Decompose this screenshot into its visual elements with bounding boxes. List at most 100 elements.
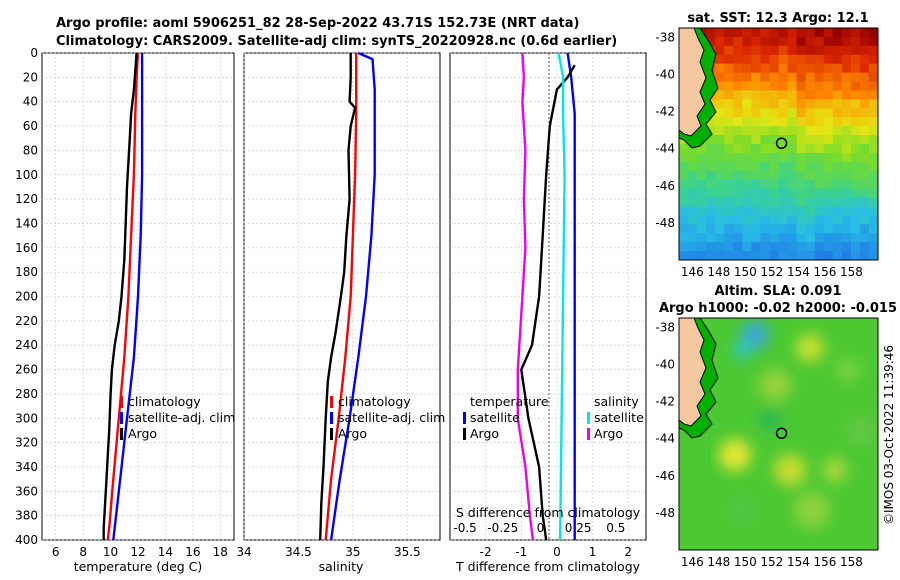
sst-cell (805, 135, 816, 145)
sst-cell (697, 215, 707, 225)
sst-cell (697, 251, 707, 260)
sst-cell (796, 144, 807, 154)
sst-cell (769, 126, 780, 136)
sst-cell (823, 126, 834, 136)
sst-cell (814, 99, 825, 109)
sst-cell (742, 170, 752, 181)
sst-cell (769, 81, 780, 92)
sst-cell (769, 251, 780, 260)
sst-cell (688, 188, 698, 199)
temperature-series-argo (102, 52, 138, 540)
sst-cell (742, 144, 752, 154)
s-tick-label: 0.5 (606, 521, 625, 535)
sst-cell (787, 233, 798, 243)
sst-cell (805, 242, 816, 252)
sst-cell (751, 215, 762, 225)
sst-cell (760, 144, 771, 154)
sst-cell (733, 63, 743, 74)
latitude-tick-label: -38 (655, 30, 675, 44)
sst-cell (796, 206, 807, 216)
sst-cell (697, 233, 707, 243)
sst-cell (859, 45, 870, 56)
sst-cell (868, 63, 878, 74)
sst-cell (760, 81, 771, 92)
sst-cell (751, 28, 762, 38)
x-tick-label: 12 (130, 545, 145, 559)
sst-cell (760, 170, 771, 181)
sst-cell (778, 161, 789, 172)
sst-cell (742, 206, 752, 216)
sst-cell (796, 233, 807, 243)
sst-cell (805, 170, 816, 181)
sst-cell (688, 206, 698, 216)
sst-cell (706, 36, 716, 47)
temperature-series-satellite-adj (112, 53, 144, 541)
sst-cell (796, 179, 807, 190)
sst-cell (859, 117, 870, 127)
sst-cell (742, 45, 752, 56)
legend-satellite-label: satellite-adj. clim (338, 410, 445, 425)
sst-cell (751, 206, 762, 216)
sst-cell (778, 242, 789, 252)
sst-cell (787, 63, 798, 74)
sst-cell (742, 152, 752, 163)
sst-cell (796, 72, 807, 83)
x-tick-label: 35 (345, 545, 360, 559)
sst-cell (778, 144, 789, 154)
sst-cell (805, 63, 816, 74)
sst-cell (796, 45, 807, 56)
sst-cell (778, 28, 789, 38)
sst-cell (733, 144, 743, 154)
sst-cell (697, 242, 707, 252)
sst-cell (859, 144, 870, 154)
legend-s-satellite-swatch (587, 412, 590, 424)
latitude-tick-label: -38 (655, 320, 675, 334)
sst-cell (796, 161, 807, 172)
sst-cell (850, 117, 861, 127)
sst-cell (841, 28, 852, 38)
sst-cell (832, 242, 843, 252)
sst-cell (796, 215, 807, 225)
longitude-tick-label: 146 (681, 555, 704, 569)
sst-cell (760, 54, 771, 65)
sst-cell (868, 206, 878, 216)
sst-cell (724, 135, 734, 145)
sst-cell (760, 63, 771, 74)
longitude-tick-label: 152 (760, 265, 783, 279)
sst-cell (787, 197, 798, 208)
legend-t-argo-label: Argo (470, 426, 499, 441)
sst-cell (805, 179, 816, 190)
sst-cell (850, 251, 861, 260)
sst-cell (778, 215, 789, 225)
sst-cell (769, 117, 780, 127)
sst-cell (778, 126, 789, 136)
sst-cell (787, 126, 798, 136)
sst-cell (742, 36, 752, 47)
sst-cell (733, 36, 743, 47)
sst-cell (805, 81, 816, 92)
sst-cell (733, 72, 743, 83)
sst-cell (796, 36, 807, 47)
sst-cell (805, 197, 816, 208)
sst-cell (742, 90, 752, 100)
sst-cell (733, 90, 743, 100)
longitude-tick-label: 150 (734, 555, 757, 569)
sst-cell (841, 224, 852, 234)
sst-cell (805, 99, 816, 109)
sst-cell (769, 90, 780, 100)
sst-cell (850, 144, 861, 154)
sst-cell (823, 72, 834, 83)
sst-cell (751, 224, 762, 234)
sst-cell (724, 170, 734, 181)
sst-cell (796, 81, 807, 92)
sst-cell (769, 54, 780, 65)
temperature-series (102, 52, 144, 541)
sst-cell (688, 224, 698, 234)
sst-cell (688, 152, 698, 163)
sst-cell (751, 233, 762, 243)
sst-cell (823, 242, 834, 252)
sst-cell (724, 215, 734, 225)
sst-cell (832, 99, 843, 109)
sst-cell (823, 108, 834, 118)
legend-s-argo-swatch (587, 428, 590, 440)
